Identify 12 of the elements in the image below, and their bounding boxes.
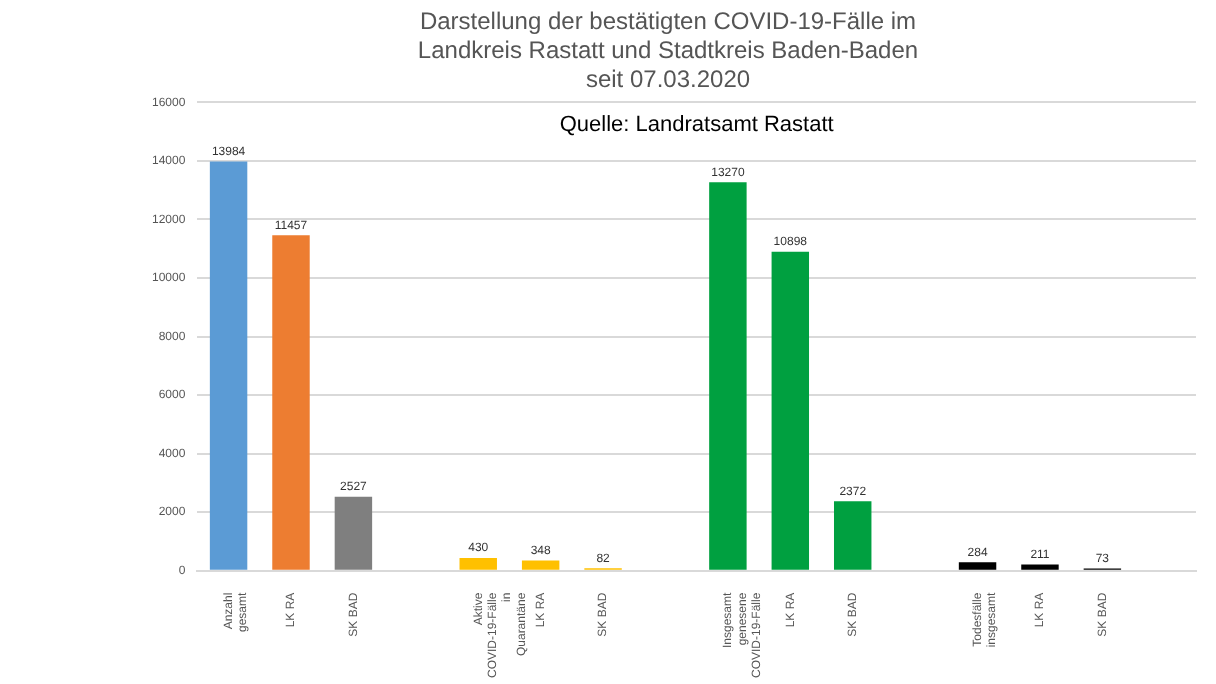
bar <box>834 501 872 570</box>
bar <box>958 562 997 570</box>
bar <box>771 251 810 570</box>
bar <box>459 558 497 570</box>
bar <box>1021 564 1059 570</box>
bar <box>709 182 747 570</box>
chart-title: Darstellung der bestätigten COVID-19-Fälle im Landkreis Rastatt und Stadtkreis Baden-Baden seit 07.03.2020 <box>417 7 919 93</box>
annotation: Quelle: Landratsamt Rastatt <box>559 113 834 138</box>
bar <box>272 235 310 570</box>
bar <box>334 496 373 570</box>
bar <box>209 161 248 570</box>
bar <box>521 560 560 570</box>
